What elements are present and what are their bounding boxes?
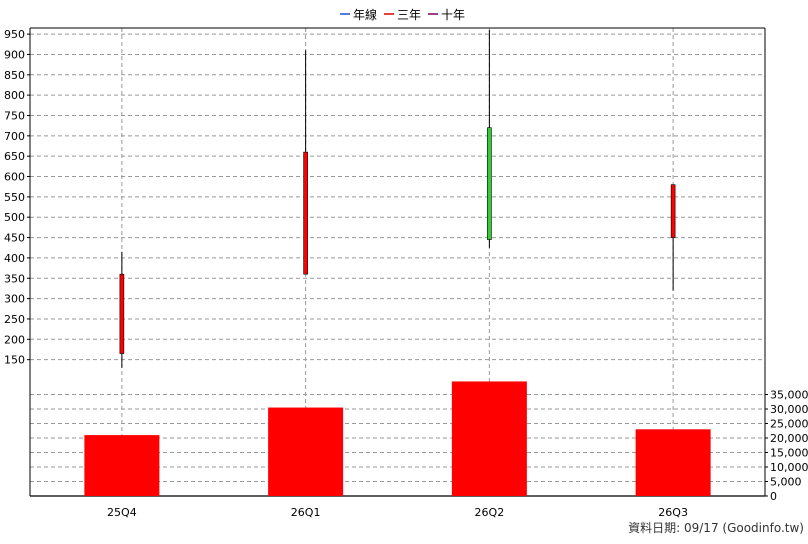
volume-tick-label-20000: 20,000 — [770, 432, 808, 445]
plot-frames — [30, 28, 765, 496]
price-tick-label-900: 900 — [4, 48, 25, 61]
price-tick-label-450: 450 — [4, 232, 25, 245]
volume-tick-label-0: 0 — [770, 490, 777, 503]
volume-tick-label-5000: 5,000 — [770, 476, 802, 489]
price-tick-label-850: 850 — [4, 69, 25, 82]
candle-body-26Q1 — [304, 152, 308, 274]
price-tick-label-300: 300 — [4, 293, 25, 306]
price-tick-label-500: 500 — [4, 211, 25, 224]
candle-body-25Q4 — [120, 274, 124, 353]
price-axis-ticks: 150 200 250 300 350 400 450 500 550 600 650 700 750 8… — [4, 28, 30, 367]
candlesticks — [120, 30, 675, 368]
legend-label-3: 十年 — [441, 8, 465, 22]
volume-tick-label-25000: 25,000 — [770, 418, 808, 431]
price-tick-label-750: 750 — [4, 109, 25, 122]
x-tick-label-26Q3: 26Q3 — [658, 506, 688, 519]
volume-tick-label-10000: 10,000 — [770, 461, 808, 474]
price-tick-label-950: 950 — [4, 28, 25, 41]
x-tick-label-25Q4: 25Q4 — [107, 506, 137, 519]
volume-bar-25Q4 — [84, 435, 159, 496]
price-tick-label-350: 350 — [4, 272, 25, 285]
price-tick-label-650: 650 — [4, 150, 25, 163]
volume-tick-label-35000: 35,000 — [770, 389, 808, 402]
legend-label-2: 三年 — [397, 8, 421, 22]
volume-bar-26Q2 — [452, 381, 527, 496]
x-axis-ticks: 25Q4 26Q1 26Q2 26Q3 — [107, 506, 688, 519]
price-tick-label-600: 600 — [4, 171, 25, 184]
candle-body-26Q2 — [487, 128, 491, 240]
legend: 年線 三年 十年 — [340, 7, 465, 22]
price-gridlines — [30, 28, 765, 496]
volume-tick-label-15000: 15,000 — [770, 447, 808, 460]
price-tick-label-400: 400 — [4, 252, 25, 265]
volume-bar-26Q3 — [636, 429, 711, 496]
x-tick-label-26Q1: 26Q1 — [291, 506, 321, 519]
volume-bars — [84, 381, 710, 496]
price-tick-label-250: 250 — [4, 313, 25, 326]
legend-label-1: 年線 — [353, 7, 377, 22]
price-tick-label-700: 700 — [4, 130, 25, 143]
candle-body-26Q3 — [671, 185, 675, 238]
x-tick-label-26Q2: 26Q2 — [475, 506, 505, 519]
price-tick-label-150: 150 — [4, 354, 25, 367]
volume-tick-label-30000: 30,000 — [770, 403, 808, 416]
price-tick-label-550: 550 — [4, 191, 25, 204]
data-date-footer: 資料日期: 09/17 (Goodinfo.tw) — [628, 521, 804, 535]
volume-bar-26Q1 — [268, 408, 343, 496]
price-tick-label-800: 800 — [4, 89, 25, 102]
price-tick-label-200: 200 — [4, 333, 25, 346]
